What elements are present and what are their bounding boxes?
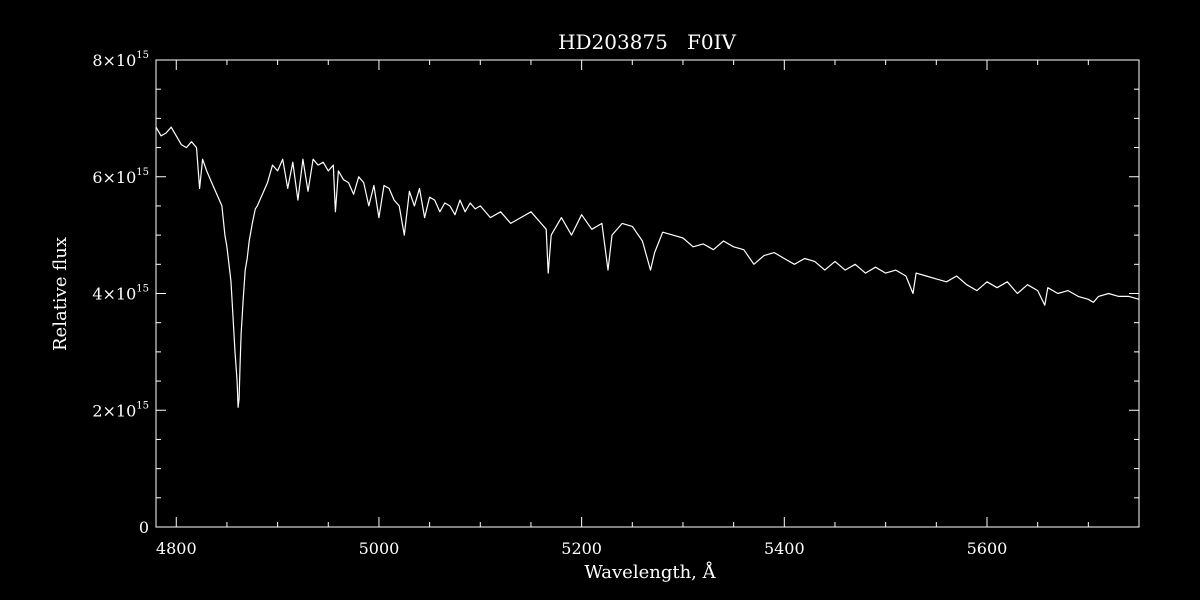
y-tick-label: 4×1015 [92, 284, 149, 304]
spectrum-line [155, 126, 1140, 408]
tick-labels: 4800 5000 5200 5400 5600 0 2×1015 4×1015 6×1015 8… [92, 50, 1007, 558]
x-tick-label: 5200 [561, 539, 602, 558]
x-tick-label: 4800 [156, 539, 197, 558]
x-axis-title: Wavelength, Å [584, 561, 716, 583]
x-tick-label: 5600 [967, 539, 1008, 558]
x-tick-label: 5000 [359, 539, 400, 558]
y-axis-title: Relative flux [50, 237, 71, 351]
x-tick-label: 5400 [764, 539, 805, 558]
plot-frame [155, 59, 1140, 528]
y-tick-label: 2×1015 [92, 400, 149, 420]
y-tick-label: 0 [139, 518, 149, 537]
y-tick-label: 6×1015 [92, 167, 149, 187]
y-tick-label: 8×1015 [92, 50, 149, 70]
chart-title: HD203875 F0IV [558, 30, 736, 54]
axis-ticks [156, 59, 1140, 528]
